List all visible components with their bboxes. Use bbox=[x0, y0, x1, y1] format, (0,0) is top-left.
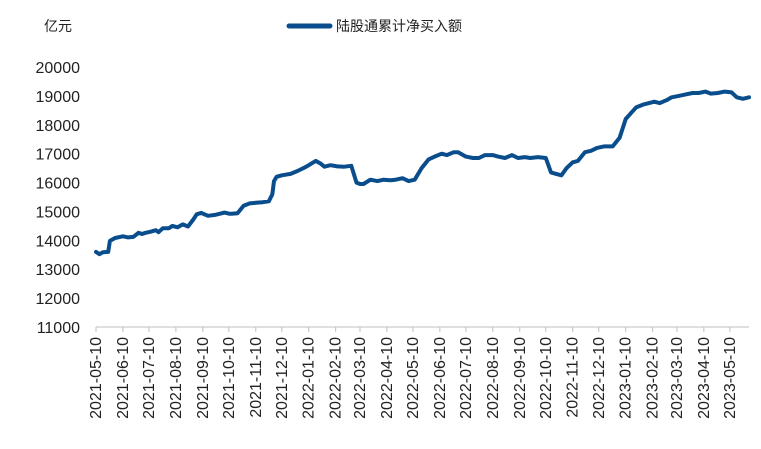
x-tick-label: 2022-10-10 bbox=[538, 337, 555, 419]
x-tick-label: 2022-08-10 bbox=[485, 337, 502, 419]
y-tick-label: 20000 bbox=[36, 60, 81, 77]
x-axis: 2021-05-10 2021-06-10 2021-07-10 2021-08-10… bbox=[88, 327, 739, 419]
y-axis-unit-label: 亿元 bbox=[44, 19, 72, 35]
x-tick-label: 2022-04-10 bbox=[379, 337, 396, 419]
x-tick-label: 2022-06-10 bbox=[432, 337, 449, 419]
y-tick-label: 19000 bbox=[36, 89, 81, 106]
x-tick-label: 2021-05-10 bbox=[88, 337, 105, 419]
x-tick-label: 2021-06-10 bbox=[115, 337, 132, 419]
y-axis: 11000 12000 13000 14000 15000 16000 17000 18000… bbox=[36, 60, 81, 337]
x-tick-label: 2021-07-10 bbox=[141, 337, 158, 419]
y-tick-label: 17000 bbox=[36, 147, 81, 164]
series-line bbox=[94, 89, 751, 257]
x-tick-label: 2022-01-10 bbox=[301, 337, 318, 419]
x-tick-label: 2023-01-10 bbox=[618, 337, 635, 419]
x-tick-label: 2021-12-10 bbox=[274, 337, 291, 419]
series-group bbox=[94, 89, 751, 257]
y-tick-label: 15000 bbox=[36, 204, 81, 221]
x-tick-label: 2021-11-10 bbox=[248, 337, 265, 418]
y-tick-label: 12000 bbox=[36, 291, 81, 308]
legend: 陆股通累计净买入额 bbox=[286, 19, 462, 35]
y-tick-label: 14000 bbox=[36, 233, 81, 250]
x-tick-label: 2022-12-10 bbox=[591, 337, 608, 419]
x-tick-label: 2022-09-10 bbox=[512, 337, 529, 419]
x-tick-label: 2023-04-10 bbox=[696, 337, 713, 419]
y-tick-label: 16000 bbox=[36, 176, 81, 193]
x-tick-label: 2023-02-10 bbox=[645, 337, 662, 419]
x-tick-label: 2021-09-10 bbox=[195, 337, 212, 419]
y-tick-label: 18000 bbox=[36, 118, 81, 135]
y-tick-label: 11000 bbox=[37, 320, 80, 337]
x-tick-label: 2021-08-10 bbox=[168, 337, 185, 419]
x-tick-label: 2022-05-10 bbox=[405, 337, 422, 419]
x-tick-label: 2022-03-10 bbox=[352, 337, 369, 419]
x-tick-label: 2022-07-10 bbox=[458, 337, 475, 419]
x-tick-label: 2022-02-10 bbox=[328, 337, 345, 419]
x-tick-label: 2023-03-10 bbox=[669, 337, 686, 419]
x-tick-label: 2021-10-10 bbox=[221, 337, 238, 419]
x-tick-label: 2023-05-10 bbox=[722, 337, 739, 419]
y-tick-label: 13000 bbox=[36, 262, 81, 279]
legend-label: 陆股通累计净买入额 bbox=[336, 19, 462, 35]
x-tick-label: 2022-11-10 bbox=[565, 337, 582, 418]
